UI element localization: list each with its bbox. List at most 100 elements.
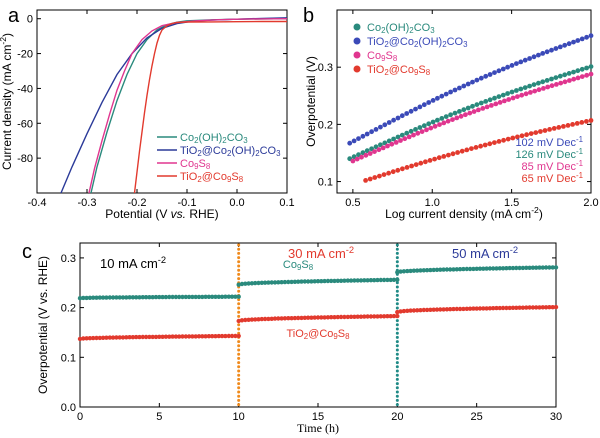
text-part: -2: [0, 37, 8, 45]
series-line: [133, 20, 287, 194]
x-axis-label: Time (h): [297, 421, 339, 435]
data-point: [415, 130, 421, 136]
data-point: [256, 280, 261, 286]
data-point: [262, 316, 268, 322]
data-point: [302, 315, 307, 320]
data-point: [431, 267, 436, 273]
divider-dot: [237, 403, 241, 407]
data-point: [500, 92, 506, 98]
data-point: [117, 295, 122, 300]
data-point: [549, 47, 554, 53]
text-part: 2: [381, 26, 385, 35]
data-point: [566, 71, 572, 76]
data-point: [481, 266, 486, 271]
data-point: [140, 295, 145, 300]
text-part: Current density (mA cm: [0, 45, 14, 170]
data-point: [97, 335, 103, 341]
text-part: 10 mA cm: [100, 256, 158, 271]
text-part: (OH): [385, 22, 409, 34]
data-point: [395, 167, 401, 173]
data-point: [484, 306, 489, 311]
data-point: [386, 170, 391, 176]
text-part: CO: [414, 22, 431, 34]
y-tick-label: -40: [17, 83, 33, 95]
data-point: [249, 317, 255, 322]
data-point: [491, 306, 496, 311]
data-point: [426, 121, 432, 127]
data-point: [474, 266, 479, 271]
data-point: [496, 68, 502, 74]
data-point: [282, 279, 288, 285]
panel-letter: a: [8, 5, 20, 27]
data-point: [540, 79, 546, 85]
text-part: 9: [297, 263, 302, 272]
text-part: ): [0, 33, 14, 37]
panel-a-lsv-chart: -0.4 -0.3 -0.2 -0.1 0.0 0.10-20-40-60-80Co2(O…: [0, 5, 295, 221]
divider-dot: [395, 323, 399, 327]
text-part: 9: [414, 68, 419, 77]
text-part: 8: [345, 332, 350, 341]
data-point: [484, 104, 490, 110]
text-part: 2: [194, 136, 198, 145]
data-point: [480, 106, 486, 111]
data-point: [551, 125, 557, 131]
data-point: [579, 66, 585, 72]
data-point: [134, 334, 139, 340]
text-part: 3: [276, 149, 281, 158]
divider-dot: [395, 361, 399, 365]
data-point: [527, 83, 532, 89]
data-point: [562, 72, 568, 78]
data-point: [418, 308, 423, 313]
data-point: [434, 267, 440, 272]
data-point: [389, 141, 395, 147]
divider-dot: [237, 344, 241, 348]
data-point: [110, 335, 116, 340]
data-point: [368, 278, 374, 283]
data-point: [467, 266, 473, 272]
text-part: -1: [576, 147, 584, 156]
data-point: [519, 92, 525, 98]
data-point: [457, 109, 462, 114]
data-point: [562, 42, 568, 48]
data-point: [253, 280, 258, 286]
divider-dot: [395, 352, 399, 356]
data-point: [500, 305, 506, 311]
text-part: ): [539, 207, 543, 221]
data-point: [524, 265, 529, 270]
divider-dot: [395, 398, 399, 402]
divider-dot: [237, 352, 241, 356]
data-point: [415, 268, 420, 273]
data-point: [329, 315, 334, 320]
text-part: 50 mA cm: [452, 246, 510, 261]
tafel-slope-label: 126 mV Dec-1: [515, 147, 583, 162]
data-point: [474, 306, 479, 311]
data-point: [497, 100, 503, 105]
text-part: S: [198, 158, 205, 170]
data-point: [497, 305, 502, 311]
data-point: [137, 295, 142, 300]
data-point: [348, 278, 354, 283]
x-tick-label: 20: [391, 411, 403, 423]
data-point: [405, 268, 410, 274]
data-point: [345, 278, 350, 283]
data-point: [210, 334, 215, 339]
data-point: [510, 305, 516, 310]
data-point: [554, 82, 559, 87]
data-point: [465, 105, 471, 111]
text-part: Co: [367, 22, 381, 34]
divider-dot: [395, 293, 399, 297]
data-point: [470, 103, 475, 109]
y-tick-label: -20: [17, 49, 33, 61]
x-axis-label: Log current density (mA cm-2): [385, 205, 543, 221]
data-point: [492, 70, 497, 75]
legend-marker: [353, 51, 361, 59]
data-point: [130, 335, 136, 340]
data-point: [134, 295, 139, 300]
data-point: [446, 152, 451, 158]
data-point: [547, 305, 552, 310]
data-point: [482, 142, 488, 148]
data-point: [506, 97, 512, 102]
data-point: [443, 91, 449, 97]
data-point: [276, 316, 281, 321]
data-point: [375, 277, 380, 283]
